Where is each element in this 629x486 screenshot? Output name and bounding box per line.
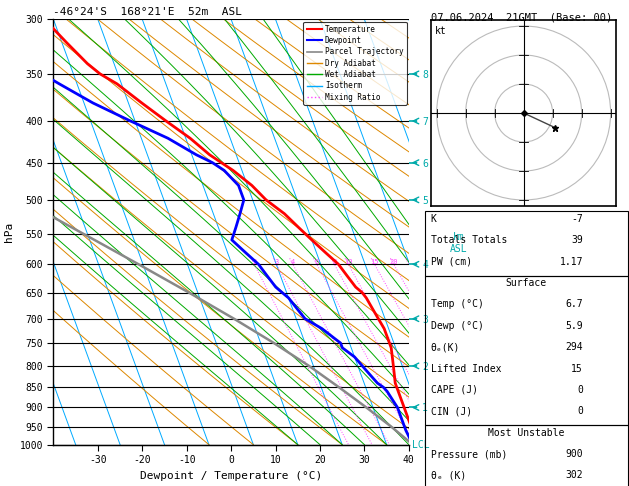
Text: -7: -7 [571,214,583,224]
Text: 15: 15 [571,364,583,374]
Text: 10: 10 [345,259,353,265]
Text: kt: kt [435,26,447,36]
Text: PW (cm): PW (cm) [431,257,472,267]
Text: 5.9: 5.9 [565,321,583,331]
Text: 15: 15 [370,259,379,265]
Text: Pressure (mb): Pressure (mb) [431,449,507,459]
Text: 0: 0 [577,385,583,395]
Text: 4: 4 [291,259,295,265]
Text: 1.17: 1.17 [560,257,583,267]
Text: 302: 302 [565,470,583,481]
Text: 07.06.2024  21GMT  (Base: 00): 07.06.2024 21GMT (Base: 00) [431,12,612,22]
Y-axis label: hPa: hPa [4,222,14,242]
Text: Lifted Index: Lifted Index [431,364,501,374]
Text: LCL: LCL [413,440,430,450]
Text: Totals Totals: Totals Totals [431,235,507,245]
Text: 8: 8 [333,259,337,265]
Text: θₑ (K): θₑ (K) [431,470,466,481]
Text: 0: 0 [577,406,583,417]
Text: Temp (°C): Temp (°C) [431,299,484,310]
Text: Dewp (°C): Dewp (°C) [431,321,484,331]
Y-axis label: km
ASL: km ASL [450,232,467,254]
Text: Surface: Surface [506,278,547,288]
Text: Most Unstable: Most Unstable [488,428,564,438]
Text: K: K [431,214,437,224]
Text: 20: 20 [390,259,398,265]
X-axis label: Dewpoint / Temperature (°C): Dewpoint / Temperature (°C) [140,470,322,481]
Text: 3: 3 [275,259,279,265]
Legend: Temperature, Dewpoint, Parcel Trajectory, Dry Adiabat, Wet Adiabat, Isotherm, Mi: Temperature, Dewpoint, Parcel Trajectory… [303,22,406,104]
Text: CIN (J): CIN (J) [431,406,472,417]
Text: 900: 900 [565,449,583,459]
Text: 294: 294 [565,342,583,352]
Text: 6.7: 6.7 [565,299,583,310]
Text: -46°24'S  168°21'E  52m  ASL: -46°24'S 168°21'E 52m ASL [53,7,242,17]
Text: 2: 2 [252,259,257,265]
Text: θₑ(K): θₑ(K) [431,342,460,352]
Text: 39: 39 [571,235,583,245]
Text: CAPE (J): CAPE (J) [431,385,477,395]
Text: 6: 6 [315,259,319,265]
